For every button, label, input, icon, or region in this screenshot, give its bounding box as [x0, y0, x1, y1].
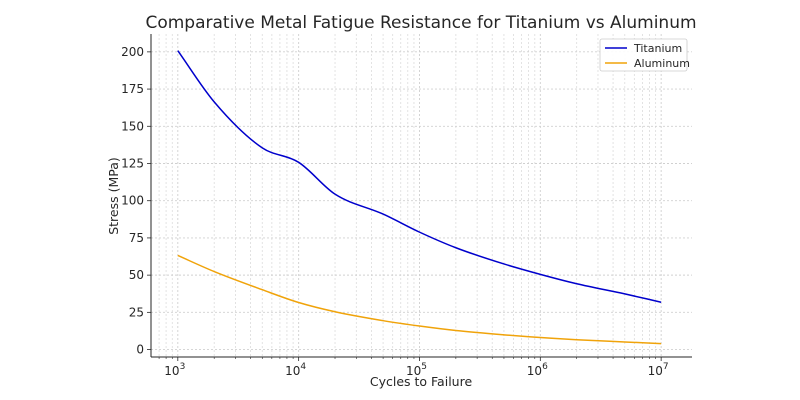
x-axis-label: Cycles to Failure: [370, 374, 473, 389]
legend-label-titanium: Titanium: [633, 42, 682, 55]
x-tick-base: 10: [648, 364, 663, 378]
x-tick-base: 10: [285, 364, 300, 378]
x-tick-exponent: 5: [421, 362, 427, 372]
y-tick-label: 175: [121, 82, 144, 96]
y-axis-label: Stress (MPa): [106, 157, 121, 235]
x-tick-exponent: 6: [542, 362, 548, 372]
x-tick-base: 10: [164, 364, 179, 378]
series: [177, 50, 662, 345]
y-tick-label: 125: [121, 156, 144, 170]
legend-label-aluminum: Aluminum: [634, 57, 690, 70]
y-tick-label: 0: [136, 343, 144, 357]
x-tick-label: 105: [406, 362, 427, 378]
x-tick-base: 10: [406, 364, 421, 378]
x-tick-label: 107: [648, 362, 669, 378]
x-tick-exponent: 7: [663, 362, 669, 372]
x-tick-exponent: 3: [180, 362, 186, 372]
series-line-titanium: [177, 50, 662, 303]
axes: [150, 34, 692, 358]
x-tick-label: 106: [527, 362, 548, 378]
series-line-aluminum: [177, 254, 662, 345]
legend: Titanium Aluminum: [599, 38, 690, 72]
x-tick-base: 10: [527, 364, 542, 378]
y-tick-label: 25: [129, 305, 144, 319]
y-tick-label: 150: [121, 119, 144, 133]
y-tick-label: 50: [129, 268, 144, 282]
grid: [151, 34, 692, 357]
y-tick-label: 200: [121, 45, 144, 59]
y-tick-label: 100: [121, 194, 144, 208]
x-tick-exponent: 4: [300, 362, 306, 372]
x-tick-label: 103: [164, 362, 185, 378]
x-tick-label: 104: [285, 362, 306, 378]
chart-title: Comparative Metal Fatigue Resistance for…: [145, 13, 696, 33]
y-tick-label: 75: [129, 231, 144, 245]
